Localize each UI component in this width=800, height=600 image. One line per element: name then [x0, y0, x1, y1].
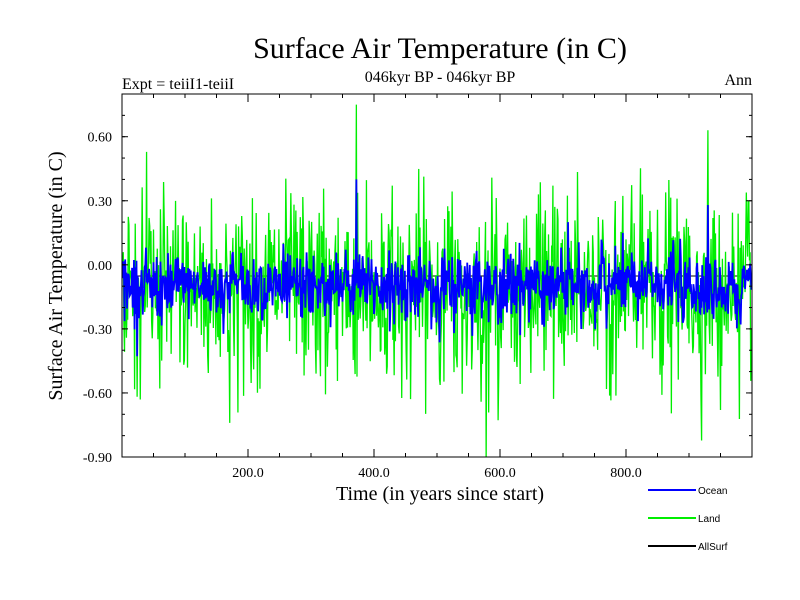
legend-label-land: Land	[698, 514, 720, 525]
chart-title: Surface Air Temperature (in C)	[253, 32, 627, 65]
y-axis-label: Surface Air Temperature (in C)	[45, 151, 67, 400]
experiment-label: Expt = teiiI1-teiiI	[122, 76, 234, 93]
y-axis: -0.90 -0.60 -0.30 0.00 0.30 0.60	[83, 93, 752, 466]
x-tick-label: 200.0	[232, 466, 264, 481]
y-tick-label: -0.60	[83, 387, 112, 402]
x-axis-label: Time (in years since start)	[336, 483, 544, 505]
period-label: Ann	[724, 72, 752, 89]
legend-label-ocean: Ocean	[698, 486, 727, 497]
y-tick-label: -0.90	[83, 451, 112, 466]
legend-label-allsurf: AllSurf	[698, 542, 728, 553]
x-tick-label: 800.0	[610, 466, 642, 481]
y-tick-label: 0.00	[88, 259, 113, 274]
y-tick-label: 0.60	[88, 131, 113, 146]
x-tick-label: 400.0	[358, 466, 390, 481]
x-tick-label: 600.0	[484, 466, 516, 481]
ocean-series-line	[122, 179, 752, 357]
x-axis: 200.0 400.0 600.0 800.0	[153, 94, 721, 481]
chart-subtitle: 046kyr BP - 046kyr BP	[365, 69, 516, 86]
y-tick-label: 0.30	[88, 195, 113, 210]
y-tick-label: -0.30	[83, 323, 112, 338]
legend: Ocean Land AllSurf	[648, 486, 728, 553]
